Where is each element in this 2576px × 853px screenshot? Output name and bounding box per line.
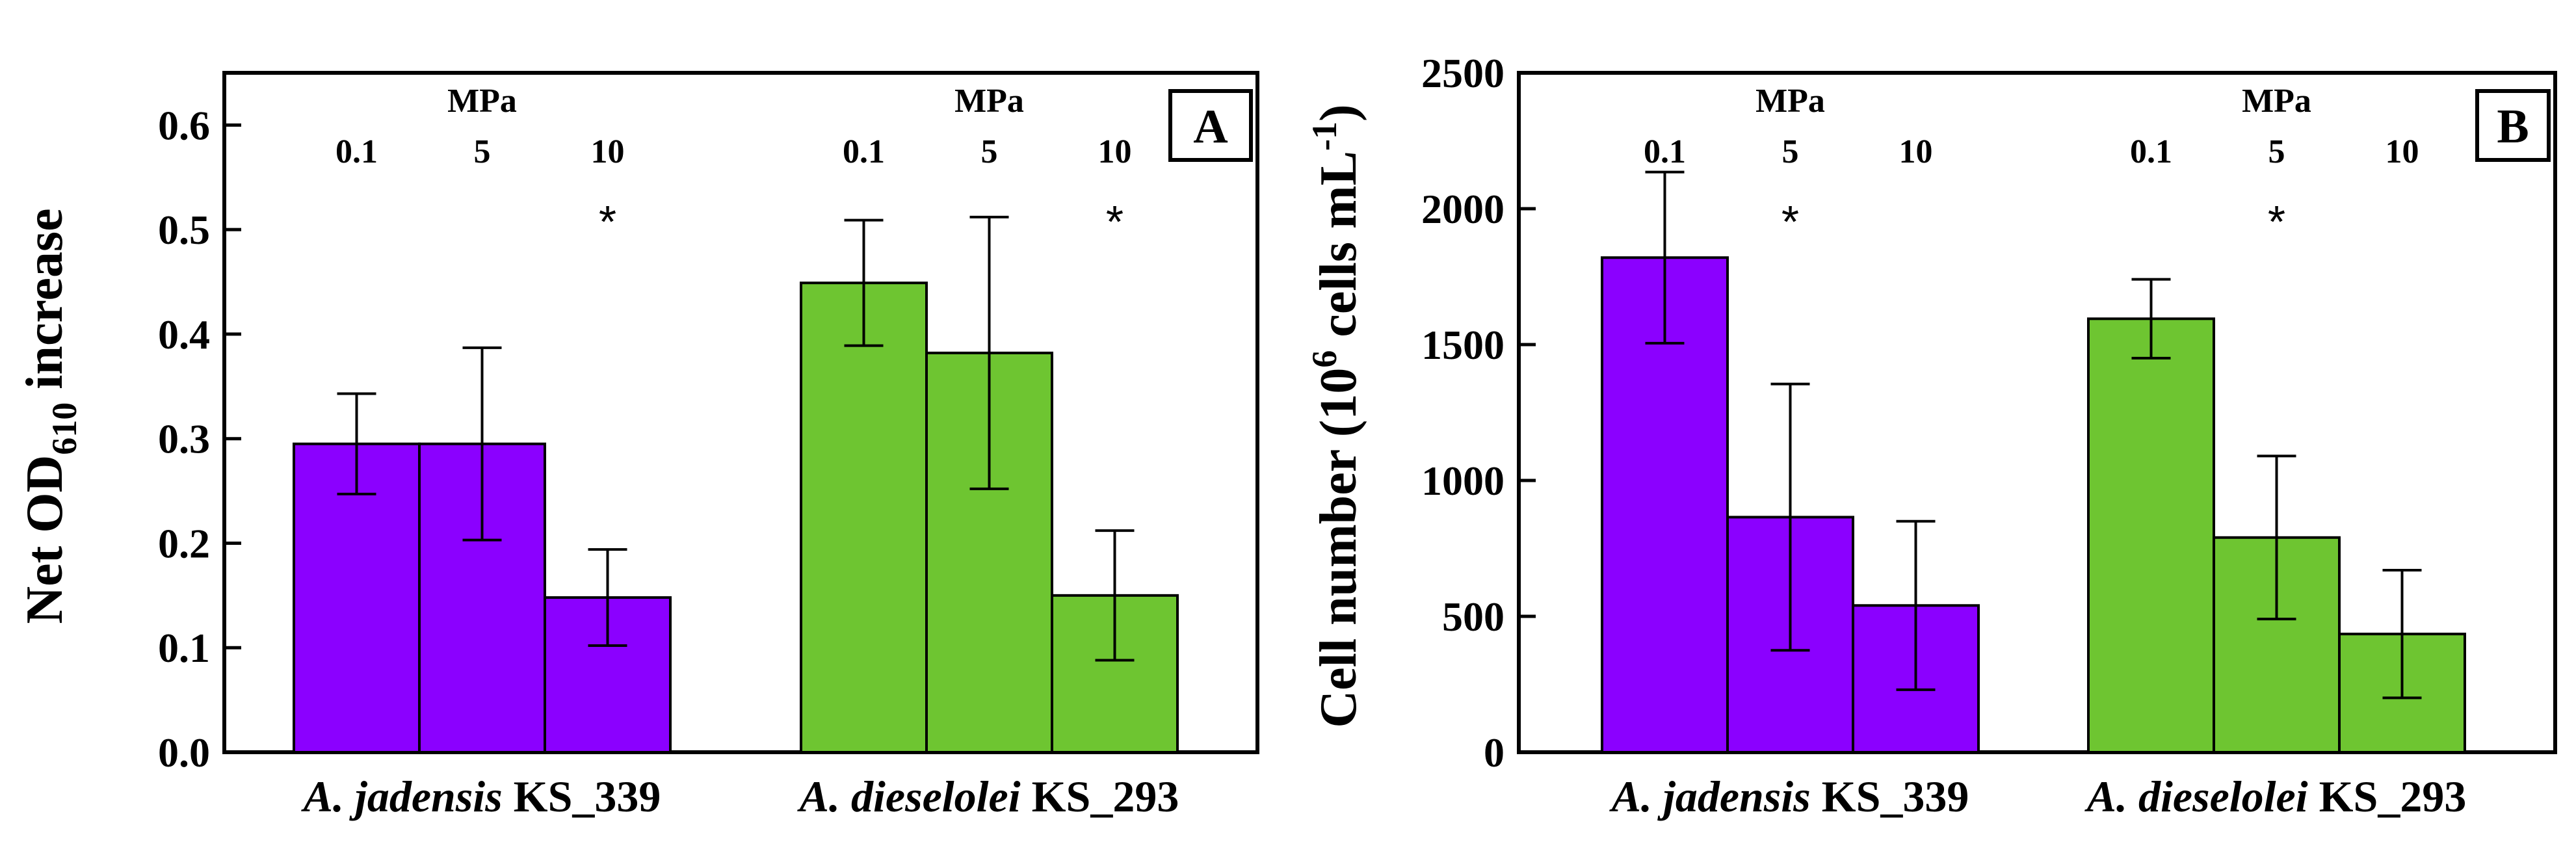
significance-star: * (1106, 196, 1124, 247)
y-tick-label: 0.5 (158, 207, 210, 253)
pressure-label: 0.1 (2130, 133, 2172, 170)
y-tick-label: 1500 (1421, 322, 1505, 368)
significance-star: * (2268, 196, 2285, 247)
species-name: A. jadensis (301, 772, 503, 821)
y-tick-label: 2500 (1421, 50, 1505, 96)
y-axis-label-part: cells mL (1310, 151, 1367, 350)
panel-label-box (2475, 89, 2551, 162)
strain-name: KS_339 (503, 772, 661, 821)
y-tick-label: 0 (1484, 729, 1505, 776)
y-axis-label: Cell number (106 cells mL-1) (1305, 104, 1367, 728)
y-tick-label: 1000 (1421, 458, 1505, 504)
pressure-label: 10 (1899, 133, 1933, 170)
species-name: A. dieselolei (797, 772, 1021, 821)
bar (2087, 317, 2215, 754)
unit-label: MPa (447, 83, 517, 120)
significance-star: * (1781, 196, 1799, 247)
pressure-label: 5 (1782, 133, 1799, 170)
panel-label-box (1168, 89, 1253, 162)
pressure-label: 10 (1098, 133, 1132, 170)
strain-name: KS_339 (1811, 772, 1969, 821)
pressure-label: 0.1 (335, 133, 378, 170)
significance-star: * (599, 196, 616, 247)
y-tick-label: 2000 (1421, 186, 1505, 232)
pressure-label: 10 (591, 133, 625, 170)
y-axis-label-part: Cell number (10 (1310, 368, 1367, 728)
pressure-label: 5 (474, 133, 491, 170)
plot-frame (222, 71, 1259, 754)
pressure-label: 5 (2268, 133, 2285, 170)
unit-label: MPa (1755, 83, 1825, 120)
y-axis-label: Net OD610 increase (16, 208, 84, 623)
x-category-label: A. jadensis KS_339 (301, 772, 661, 821)
strain-name: KS_293 (2308, 772, 2467, 821)
x-category-label: A. dieselolei KS_293 (2084, 772, 2467, 821)
y-tick-label: 0.6 (158, 102, 210, 148)
pressure-label: 10 (2385, 133, 2419, 170)
y-tick-label: 0.4 (158, 311, 210, 358)
y-axis-label-part: ) (1310, 104, 1367, 122)
y-axis-label-superscript: 6 (1305, 350, 1344, 368)
pressure-label: 0.1 (1644, 133, 1686, 170)
y-axis-label-part: increase (16, 208, 73, 402)
y-tick-label: 0.0 (158, 729, 210, 776)
y-axis-label-subscript: 610 (45, 402, 84, 455)
y-axis-label-part: Net OD (16, 455, 73, 624)
y-tick-label: 500 (1442, 594, 1505, 640)
panel-label: A (1193, 100, 1228, 153)
y-axis-label-superscript: -1 (1305, 122, 1344, 151)
pressure-label: 5 (981, 133, 998, 170)
y-tick-label: 0.1 (158, 625, 210, 671)
x-category-label: A. dieselolei KS_293 (797, 772, 1179, 821)
panel-label: B (2497, 100, 2529, 153)
species-name: A. dieselolei (2084, 772, 2308, 821)
unit-label: MPa (954, 83, 1024, 120)
unit-label: MPa (2242, 83, 2311, 120)
y-tick-label: 0.2 (158, 520, 210, 566)
species-name: A. jadensis (1609, 772, 1811, 821)
strain-name: KS_293 (1021, 772, 1179, 821)
bar (800, 282, 928, 754)
panel-B: 0 500 1000 1500 2000 2500 Cell number (106 cel… (1305, 50, 2557, 821)
y-tick-label: 0.3 (158, 416, 210, 462)
panel-A: 0.0 0.1 0.2 0.3 0.4 0.5 0.6 Net OD610 increase 0… (16, 71, 1259, 821)
x-category-label: A. jadensis KS_339 (1609, 772, 1969, 821)
plot-frame (1517, 71, 2557, 754)
pressure-label: 0.1 (843, 133, 885, 170)
